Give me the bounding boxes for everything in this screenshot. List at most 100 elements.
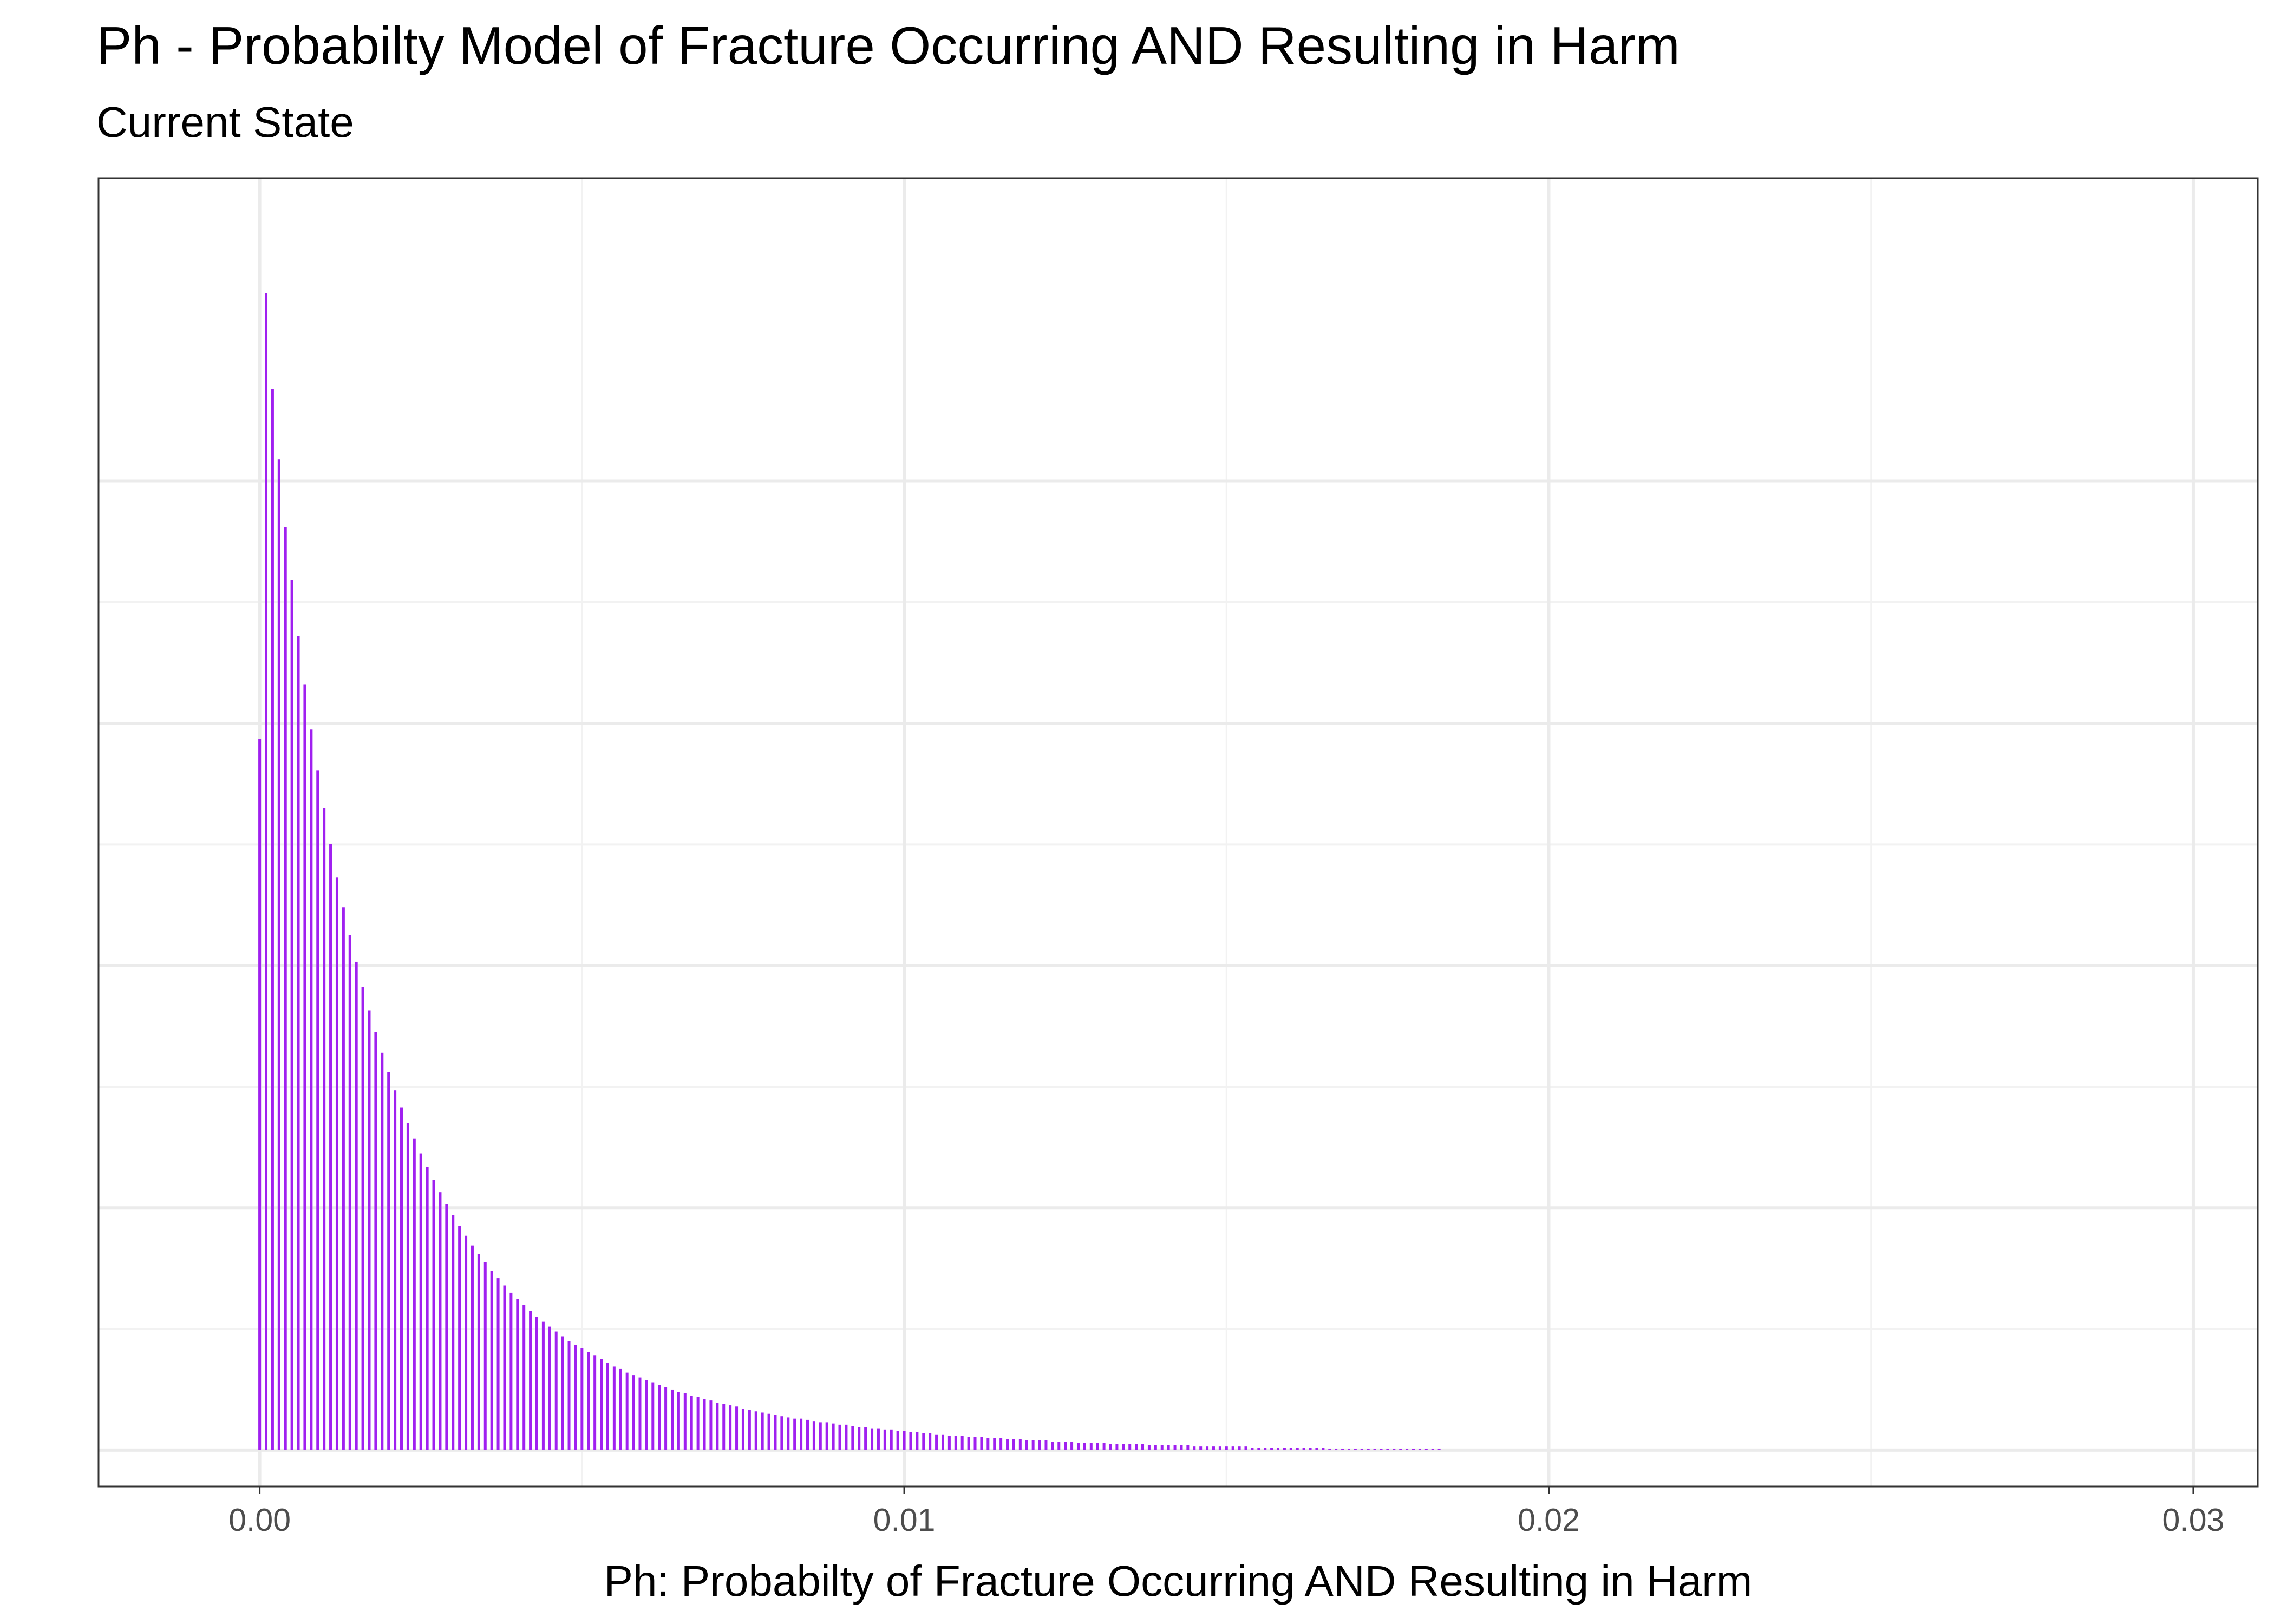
- histogram-bar: [1193, 1446, 1196, 1450]
- histogram-bar: [1076, 1443, 1080, 1450]
- histogram-bar: [819, 1422, 822, 1450]
- histogram-bar: [329, 844, 332, 1450]
- histogram-bar: [439, 1192, 442, 1450]
- histogram-bar: [1244, 1446, 1247, 1450]
- histogram-bar: [1238, 1446, 1241, 1450]
- histogram-bar: [683, 1393, 687, 1450]
- histogram-bar: [606, 1363, 609, 1450]
- histogram-bar: [1051, 1442, 1054, 1450]
- histogram-bar: [265, 293, 268, 1450]
- grid-lines: [99, 178, 2258, 1487]
- histogram-bar: [1173, 1445, 1177, 1450]
- histogram-bar: [1289, 1448, 1292, 1450]
- histogram-bar: [1373, 1449, 1376, 1450]
- histogram-bar: [1128, 1444, 1132, 1450]
- histogram-bar: [741, 1409, 744, 1450]
- histogram-bar: [554, 1331, 558, 1450]
- histogram-bar: [1135, 1444, 1138, 1450]
- histogram-bar: [851, 1426, 854, 1450]
- histogram-bar: [916, 1432, 919, 1450]
- histogram-bar: [1418, 1449, 1421, 1450]
- histogram-bar: [587, 1352, 590, 1450]
- histogram-bar: [929, 1433, 932, 1450]
- histogram-bar: [922, 1433, 925, 1450]
- histogram-bar: [1277, 1448, 1280, 1450]
- histogram-bar: [1399, 1449, 1402, 1450]
- histogram-bar: [1018, 1439, 1022, 1450]
- histogram-bar: [1322, 1448, 1325, 1450]
- histogram-bar: [342, 907, 345, 1450]
- histogram-bar: [1031, 1440, 1035, 1450]
- histogram-bar: [1141, 1444, 1145, 1450]
- histogram-bar: [612, 1366, 616, 1450]
- histogram-bar: [1296, 1448, 1299, 1450]
- histogram-bar: [658, 1385, 661, 1450]
- histogram-bar: [625, 1372, 629, 1450]
- histogram-bar: [793, 1418, 796, 1450]
- histogram-bar: [696, 1397, 700, 1450]
- histogram-bar: [1012, 1439, 1015, 1450]
- histogram-bar: [1347, 1449, 1350, 1450]
- histogram-bar: [1038, 1440, 1041, 1450]
- histogram-bar: [381, 1052, 384, 1450]
- histogram-bar: [1283, 1448, 1286, 1450]
- histogram-bar: [394, 1090, 397, 1450]
- histogram-bar: [541, 1321, 545, 1450]
- histogram-bar: [1431, 1449, 1434, 1450]
- histogram-bar: [1154, 1445, 1157, 1450]
- histogram-bar: [632, 1375, 635, 1450]
- histogram-bar: [1367, 1449, 1370, 1450]
- histogram-bar: [1083, 1443, 1086, 1450]
- histogram-bar: [535, 1317, 539, 1450]
- histogram-bar: [1160, 1445, 1164, 1450]
- histogram-bar: [845, 1424, 848, 1450]
- histogram-bar: [729, 1405, 732, 1450]
- histogram-bar: [574, 1345, 577, 1450]
- histogram-bar: [1115, 1444, 1119, 1450]
- histogram-bar: [1109, 1444, 1112, 1450]
- histogram-bar: [561, 1336, 564, 1450]
- histogram-bar: [600, 1359, 603, 1450]
- histogram-bar: [716, 1403, 719, 1450]
- histogram-bar: [258, 739, 262, 1450]
- histogram-bar: [471, 1245, 474, 1450]
- histogram-bar: [800, 1418, 803, 1450]
- x-axis: 0.00 0.01 0.02 0.03: [228, 1487, 2224, 1538]
- histogram-bar: [1393, 1449, 1396, 1450]
- histogram-bar: [374, 1032, 377, 1450]
- histogram-bar: [941, 1434, 944, 1450]
- histogram-bar: [871, 1428, 874, 1450]
- histogram-bar: [1335, 1449, 1338, 1450]
- histogram-bar: [767, 1413, 770, 1450]
- histogram-bar: [509, 1292, 513, 1450]
- histogram-bar: [323, 808, 326, 1450]
- histogram-bar: [1264, 1448, 1267, 1450]
- histogram-bar: [864, 1427, 867, 1450]
- histogram-bar: [935, 1434, 938, 1450]
- histogram-bar: [690, 1396, 693, 1450]
- histogram-bar: [1360, 1449, 1363, 1450]
- histogram-bar: [980, 1437, 983, 1450]
- histogram-bar: [754, 1411, 757, 1450]
- histogram-bar: [858, 1427, 861, 1450]
- histogram-bar: [1231, 1446, 1234, 1450]
- histogram-bar: [516, 1299, 519, 1450]
- x-tick-label: 0.00: [228, 1502, 291, 1538]
- plot-border: [97, 177, 2259, 1488]
- histogram-bar: [1025, 1440, 1028, 1450]
- histogram-bar: [580, 1348, 584, 1450]
- histogram-bar: [1354, 1449, 1357, 1450]
- histogram-bar: [387, 1072, 390, 1450]
- histogram-bar: [806, 1419, 809, 1450]
- histogram-bar: [896, 1431, 899, 1450]
- histogram-bar: [761, 1412, 764, 1450]
- histogram-bar: [748, 1410, 751, 1450]
- histogram-bar: [1302, 1448, 1305, 1450]
- histogram-bar: [297, 636, 300, 1450]
- histogram-bar: [413, 1138, 416, 1450]
- histogram-bar: [483, 1262, 487, 1450]
- histogram-bar: [406, 1123, 409, 1450]
- histogram-bar: [490, 1271, 493, 1450]
- histogram-bar: [1089, 1443, 1093, 1450]
